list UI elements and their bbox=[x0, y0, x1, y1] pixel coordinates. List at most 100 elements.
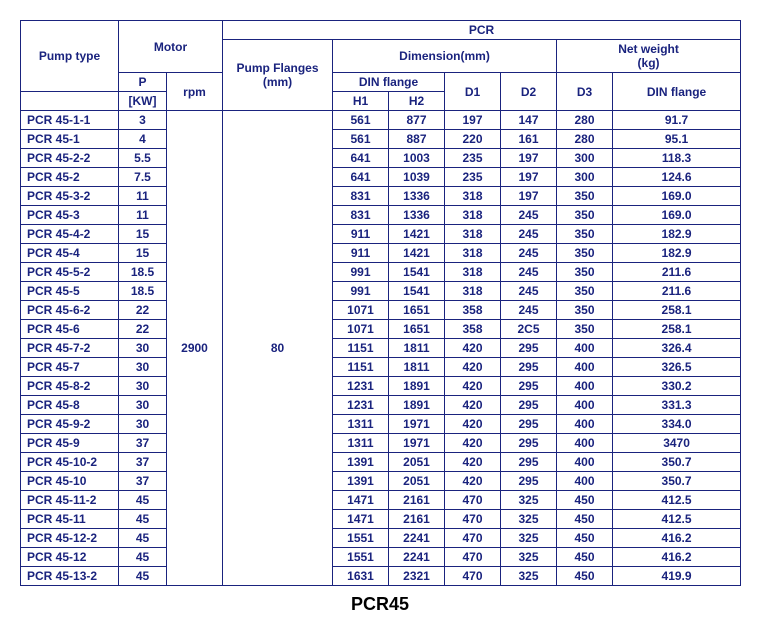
cell-p: 18.5 bbox=[119, 282, 167, 301]
cell-d1: 420 bbox=[445, 453, 501, 472]
cell-pump-type: PCR 45-2 bbox=[21, 168, 119, 187]
table-row: PCR 45-7-23011511811420295400326.4 bbox=[21, 339, 741, 358]
table-row: PCR 45-1456188722016128095.1 bbox=[21, 130, 741, 149]
cell-d3: 280 bbox=[557, 130, 613, 149]
hdr-d3: D3 bbox=[557, 73, 613, 111]
cell-pump-type: PCR 45-3 bbox=[21, 206, 119, 225]
cell-nw: 118.3 bbox=[613, 149, 741, 168]
cell-nw: 169.0 bbox=[613, 206, 741, 225]
cell-nw: 419.9 bbox=[613, 567, 741, 586]
cell-p: 5.5 bbox=[119, 149, 167, 168]
cell-d2: 197 bbox=[501, 187, 557, 206]
cell-h1: 1311 bbox=[333, 434, 389, 453]
cell-h1: 1391 bbox=[333, 453, 389, 472]
table-row: PCR 45-9-23013111971420295400334.0 bbox=[21, 415, 741, 434]
cell-pump-type: PCR 45-5 bbox=[21, 282, 119, 301]
cell-h1: 561 bbox=[333, 130, 389, 149]
cell-h2: 1421 bbox=[389, 225, 445, 244]
cell-p: 37 bbox=[119, 434, 167, 453]
cell-p: 30 bbox=[119, 377, 167, 396]
cell-h1: 991 bbox=[333, 263, 389, 282]
hdr-din-flange: DIN flange bbox=[333, 73, 445, 92]
table-row: PCR 45-1-1329008056187719714728091.7 bbox=[21, 111, 741, 130]
cell-d1: 470 bbox=[445, 567, 501, 586]
table-row: PCR 45-518.59911541318245350211.6 bbox=[21, 282, 741, 301]
table-row: PCR 45-11-24514712161470325450412.5 bbox=[21, 491, 741, 510]
cell-d1: 420 bbox=[445, 358, 501, 377]
cell-nw: 182.9 bbox=[613, 225, 741, 244]
cell-pump-type: PCR 45-7-2 bbox=[21, 339, 119, 358]
cell-h2: 887 bbox=[389, 130, 445, 149]
cell-d3: 350 bbox=[557, 187, 613, 206]
cell-d1: 197 bbox=[445, 111, 501, 130]
cell-d2: 295 bbox=[501, 434, 557, 453]
cell-d3: 350 bbox=[557, 301, 613, 320]
cell-d2: 197 bbox=[501, 149, 557, 168]
cell-pump-type: PCR 45-6 bbox=[21, 320, 119, 339]
cell-h1: 1231 bbox=[333, 396, 389, 415]
hdr-din-flange-nw: DIN flange bbox=[613, 73, 741, 111]
cell-h1: 991 bbox=[333, 282, 389, 301]
table-row: PCR 45-5-218.59911541318245350211.6 bbox=[21, 263, 741, 282]
cell-d2: 295 bbox=[501, 453, 557, 472]
cell-p: 18.5 bbox=[119, 263, 167, 282]
hdr-dimension: Dimension(mm) bbox=[333, 40, 557, 73]
cell-d1: 470 bbox=[445, 491, 501, 510]
cell-h2: 2161 bbox=[389, 510, 445, 529]
cell-pump-type: PCR 45-13-2 bbox=[21, 567, 119, 586]
hdr-pump-type-blank bbox=[21, 92, 119, 111]
table-row: PCR 45-83012311891420295400331.3 bbox=[21, 396, 741, 415]
cell-pump-type: PCR 45-3-2 bbox=[21, 187, 119, 206]
cell-p: 15 bbox=[119, 225, 167, 244]
cell-d1: 420 bbox=[445, 415, 501, 434]
cell-pump-type: PCR 45-4-2 bbox=[21, 225, 119, 244]
cell-h1: 641 bbox=[333, 149, 389, 168]
hdr-motor: Motor bbox=[119, 21, 223, 73]
cell-nw: 182.9 bbox=[613, 244, 741, 263]
hdr-p-unit: [KW] bbox=[119, 92, 167, 111]
cell-pump-type: PCR 45-8-2 bbox=[21, 377, 119, 396]
cell-rpm: 2900 bbox=[167, 111, 223, 586]
cell-h1: 911 bbox=[333, 244, 389, 263]
cell-d2: 325 bbox=[501, 548, 557, 567]
cell-d1: 318 bbox=[445, 225, 501, 244]
cell-d3: 350 bbox=[557, 206, 613, 225]
cell-pump-type: PCR 45-1 bbox=[21, 130, 119, 149]
cell-d2: 245 bbox=[501, 244, 557, 263]
cell-d2: 295 bbox=[501, 415, 557, 434]
table-row: PCR 45-10-23713912051420295400350.7 bbox=[21, 453, 741, 472]
cell-h1: 1471 bbox=[333, 510, 389, 529]
table-header: Pump type Motor PCR Pump Flanges (mm) Di… bbox=[21, 21, 741, 111]
cell-p: 45 bbox=[119, 529, 167, 548]
cell-pump-type: PCR 45-10-2 bbox=[21, 453, 119, 472]
cell-p: 37 bbox=[119, 453, 167, 472]
cell-p: 11 bbox=[119, 206, 167, 225]
cell-d2: 161 bbox=[501, 130, 557, 149]
cell-d3: 400 bbox=[557, 339, 613, 358]
hdr-pump-flanges-unit: (mm) bbox=[263, 75, 292, 89]
cell-d3: 450 bbox=[557, 548, 613, 567]
cell-h2: 2241 bbox=[389, 548, 445, 567]
cell-h2: 2051 bbox=[389, 453, 445, 472]
cell-d2: 295 bbox=[501, 358, 557, 377]
cell-p: 37 bbox=[119, 472, 167, 491]
cell-d3: 400 bbox=[557, 377, 613, 396]
cell-nw: 412.5 bbox=[613, 491, 741, 510]
cell-pump-type: PCR 45-10 bbox=[21, 472, 119, 491]
cell-pump-type: PCR 45-1-1 bbox=[21, 111, 119, 130]
cell-d1: 220 bbox=[445, 130, 501, 149]
cell-d2: 295 bbox=[501, 377, 557, 396]
cell-p: 45 bbox=[119, 491, 167, 510]
cell-d2: 295 bbox=[501, 472, 557, 491]
table-row: PCR 45-103713912051420295400350.7 bbox=[21, 472, 741, 491]
cell-d1: 235 bbox=[445, 149, 501, 168]
cell-h2: 1336 bbox=[389, 187, 445, 206]
cell-d1: 470 bbox=[445, 529, 501, 548]
cell-d2: 325 bbox=[501, 529, 557, 548]
cell-h1: 1311 bbox=[333, 415, 389, 434]
cell-pump-type: PCR 45-6-2 bbox=[21, 301, 119, 320]
cell-h1: 1071 bbox=[333, 320, 389, 339]
cell-h2: 1541 bbox=[389, 282, 445, 301]
cell-d2: 325 bbox=[501, 510, 557, 529]
cell-d3: 300 bbox=[557, 149, 613, 168]
